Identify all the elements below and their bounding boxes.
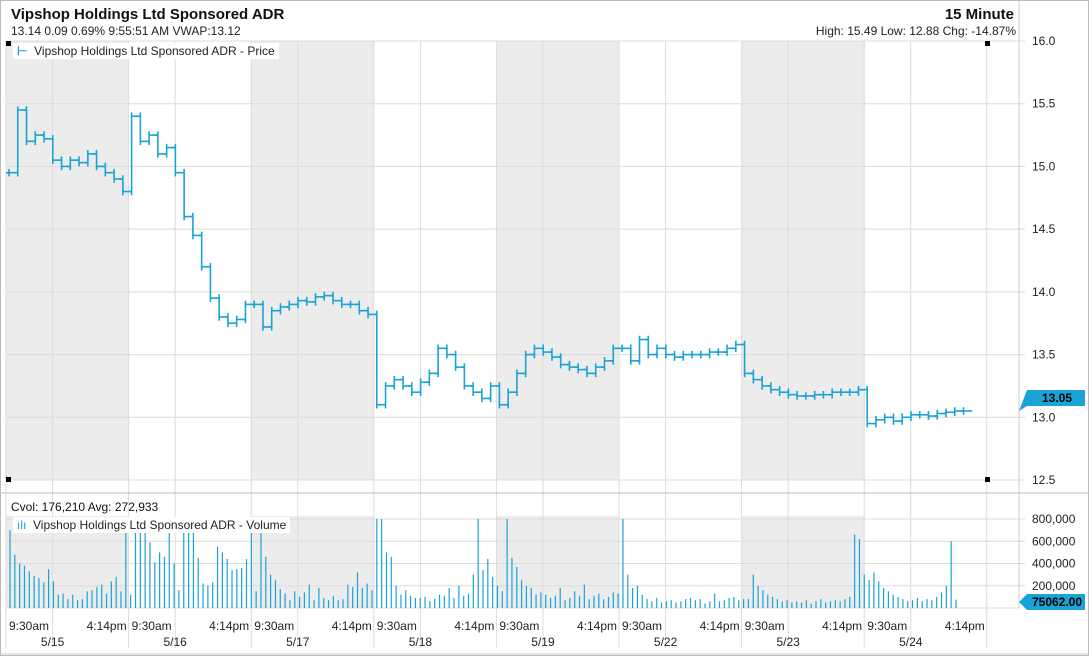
time-label: 4:14pm [332, 619, 372, 633]
corner-marker [6, 477, 11, 482]
last-price-flag: 13.05 [1019, 390, 1085, 412]
volume-legend: ılı Vipshop Holdings Ltd Sponsored ADR -… [13, 517, 291, 533]
price-tick-label: 12.5 [1032, 473, 1056, 487]
price-tick-label: 13.5 [1032, 348, 1056, 362]
session-shade [741, 41, 865, 480]
session-shade [496, 516, 619, 608]
date-label: 5/16 [164, 635, 188, 649]
date-label: 5/18 [409, 635, 433, 649]
time-label: 4:14pm [454, 619, 494, 633]
volume-legend-label: Vipshop Holdings Ltd Sponsored ADR - Vol… [33, 518, 287, 532]
time-label: 9:30am [254, 619, 294, 633]
interval-label[interactable]: 15 Minute [944, 6, 1014, 23]
session-shade [741, 516, 865, 608]
time-label: 9:30am [622, 619, 662, 633]
time-label: 9:30am [867, 619, 907, 633]
date-label: 5/23 [777, 635, 801, 649]
chart-title: Vipshop Holdings Ltd Sponsored ADR [11, 6, 285, 23]
time-label: 4:14pm [209, 619, 249, 633]
session-shade [251, 41, 374, 480]
volume-tick-label: 600,000 [1032, 534, 1076, 548]
price-tick-label: 14.0 [1032, 285, 1056, 299]
price-tick-label: 15.5 [1032, 97, 1056, 111]
volume-legend-icon: ılı [17, 518, 27, 532]
time-label: 4:14pm [577, 619, 617, 633]
time-label: 4:14pm [87, 619, 127, 633]
volume-summary: Cvol: 176,210 Avg: 272,933 [11, 500, 159, 514]
date-label: 5/17 [286, 635, 310, 649]
last-volume-flag-text: 75062.00 [1032, 595, 1082, 609]
time-label: 9:30am [377, 619, 417, 633]
time-label: 4:14pm [822, 619, 862, 633]
last-price-flag-shape [1019, 390, 1085, 412]
time-label: 9:30am [9, 619, 49, 633]
volume-tick-label: 200,000 [1032, 579, 1076, 593]
date-label: 5/22 [654, 635, 678, 649]
last-price-flag-text: 13.05 [1042, 391, 1072, 405]
corner-marker [985, 41, 990, 46]
last-volume-flag: 75062.00 [1019, 594, 1085, 610]
price-tick-label: 13.0 [1032, 410, 1056, 424]
high-low-change: High: 15.49 Low: 12.88 Chg: -14.87% [815, 24, 1016, 38]
price-tick-label: 14.5 [1032, 222, 1056, 236]
volume-tick-label: 800,000 [1032, 512, 1076, 526]
time-label: 4:14pm [700, 619, 740, 633]
session-shade [496, 41, 619, 480]
date-label: 5/24 [899, 635, 923, 649]
price-tick-label: 15.0 [1032, 159, 1056, 173]
date-label: 5/15 [41, 635, 65, 649]
price-legend-label: Vipshop Holdings Ltd Sponsored ADR - Pri… [34, 44, 275, 58]
price-tick-label: 16.0 [1032, 34, 1056, 48]
time-label: 9:30am [132, 619, 172, 633]
corner-marker [6, 41, 11, 46]
time-label: 9:30am [745, 619, 785, 633]
time-label: 4:14pm [945, 619, 985, 633]
corner-marker [985, 477, 990, 482]
date-label: 5/19 [531, 635, 555, 649]
price-legend-icon: ⊢ [17, 44, 28, 58]
quote-summary: 13.14 0.09 0.69% 9:55:51 AM VWAP:13.12 [11, 24, 241, 38]
price-legend: ⊢ Vipshop Holdings Ltd Sponsored ADR - P… [13, 43, 279, 59]
session-shade [6, 41, 129, 480]
volume-tick-label: 400,000 [1032, 557, 1076, 571]
last-volume-flag-shape [1019, 594, 1085, 610]
time-label: 9:30am [499, 619, 539, 633]
